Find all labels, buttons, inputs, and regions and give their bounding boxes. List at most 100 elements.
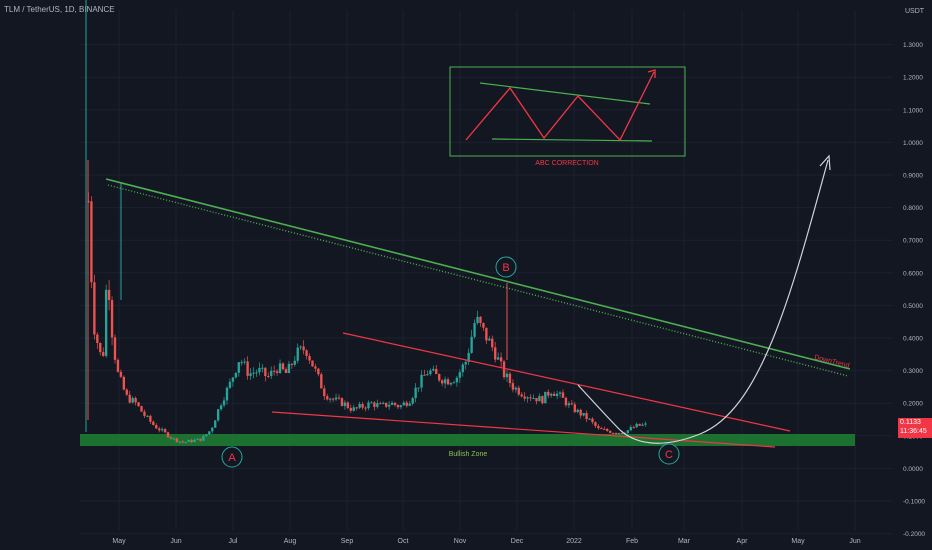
x-tick-label: May bbox=[112, 538, 126, 545]
candle-body bbox=[323, 388, 326, 397]
candle-body bbox=[576, 409, 579, 413]
candle-body bbox=[455, 377, 459, 383]
candle-body bbox=[370, 402, 373, 404]
y-tick-label: 0.4000 bbox=[903, 336, 923, 343]
candle-body bbox=[190, 440, 193, 442]
candle-body bbox=[629, 427, 632, 431]
candle-body bbox=[317, 368, 320, 375]
candle-body bbox=[131, 398, 134, 403]
candle-body bbox=[146, 415, 149, 417]
candle-body bbox=[494, 347, 497, 360]
candle-body bbox=[405, 402, 408, 406]
candle-body bbox=[632, 427, 635, 429]
candle-body bbox=[169, 437, 173, 439]
y-tick-label: 0.2000 bbox=[903, 401, 923, 408]
candle-body bbox=[443, 379, 447, 384]
candle-body bbox=[488, 338, 491, 341]
candle-body bbox=[561, 392, 565, 398]
candle-body bbox=[208, 431, 211, 435]
candle-body bbox=[446, 379, 450, 385]
inset-lower-line bbox=[491, 138, 653, 142]
candle-body bbox=[140, 406, 143, 412]
candle-body bbox=[166, 432, 170, 438]
candle-body bbox=[611, 432, 615, 434]
bullish-zone-label: Bullish Zone bbox=[449, 451, 488, 458]
candle-body bbox=[214, 420, 217, 428]
candle-body bbox=[252, 372, 255, 374]
candle-body bbox=[110, 300, 114, 338]
candle-body bbox=[597, 425, 600, 429]
candle-body bbox=[626, 430, 630, 434]
candle-body bbox=[508, 373, 512, 384]
x-tick-label: Jun bbox=[849, 538, 860, 545]
wave-label-b: B bbox=[502, 262, 509, 274]
candle-body bbox=[435, 368, 438, 375]
candle-body bbox=[476, 316, 479, 323]
candle-body bbox=[228, 381, 232, 388]
candle-body bbox=[93, 282, 96, 335]
candle-body bbox=[237, 362, 240, 373]
y-tick-label: 0.6000 bbox=[903, 270, 923, 277]
candle-body bbox=[502, 361, 506, 378]
candle-body bbox=[305, 350, 308, 356]
candle-body bbox=[337, 397, 341, 399]
candle-body bbox=[272, 370, 276, 372]
candle-body bbox=[246, 361, 249, 376]
candle-body bbox=[155, 424, 158, 429]
candle-body bbox=[485, 327, 488, 341]
candle-body bbox=[364, 407, 367, 409]
candle-body bbox=[384, 402, 388, 407]
candle-body bbox=[134, 398, 137, 403]
candle-body bbox=[499, 357, 503, 362]
candle-body bbox=[417, 387, 420, 389]
candle-body bbox=[582, 413, 585, 416]
candle-body bbox=[119, 371, 123, 377]
candle-body bbox=[517, 387, 520, 395]
y-tick-label: -0.2000 bbox=[903, 531, 925, 538]
candle-body bbox=[423, 374, 426, 376]
candle-body bbox=[600, 428, 603, 430]
candle-body bbox=[564, 397, 568, 406]
candle-body bbox=[287, 363, 291, 373]
candle-body bbox=[470, 336, 473, 353]
candle-body bbox=[193, 439, 196, 442]
candle-body bbox=[311, 360, 314, 367]
candle-body bbox=[107, 289, 111, 301]
candle-body bbox=[420, 374, 423, 388]
candle-body bbox=[349, 407, 352, 411]
candle-body bbox=[387, 404, 391, 407]
candle-body bbox=[579, 409, 582, 416]
candle-body bbox=[137, 402, 140, 407]
candle-body bbox=[163, 429, 167, 433]
candle-body bbox=[617, 432, 621, 434]
candle-body bbox=[125, 389, 128, 395]
wave-label-c: C bbox=[665, 449, 673, 461]
candle-body bbox=[505, 373, 509, 378]
y-tick-label: 0.0000 bbox=[903, 466, 923, 473]
candle-body bbox=[523, 396, 526, 399]
candle-body bbox=[158, 428, 161, 431]
candle-body bbox=[99, 342, 102, 353]
candle-body bbox=[340, 398, 344, 406]
candle-body bbox=[222, 400, 226, 406]
candle-body bbox=[231, 377, 235, 382]
candle-body bbox=[514, 387, 518, 390]
candle-body bbox=[458, 372, 462, 378]
candle-body bbox=[328, 398, 332, 400]
candle-body bbox=[496, 357, 500, 360]
candle-body bbox=[343, 402, 347, 406]
candle-body bbox=[426, 374, 429, 376]
candle-body bbox=[234, 372, 238, 378]
x-tick-label: Sep bbox=[341, 538, 354, 545]
candle-body bbox=[552, 393, 556, 396]
candle-body bbox=[608, 430, 612, 433]
candle-body bbox=[396, 405, 400, 408]
candle-body bbox=[414, 387, 417, 399]
inset-upper-line bbox=[479, 82, 651, 105]
x-tick-label: 2022 bbox=[566, 538, 582, 545]
y-tick-label: 0.3000 bbox=[903, 368, 923, 375]
x-tick-label: Jul bbox=[229, 538, 238, 545]
price-unit-label: USDT bbox=[905, 8, 925, 15]
candle-body bbox=[429, 370, 432, 375]
